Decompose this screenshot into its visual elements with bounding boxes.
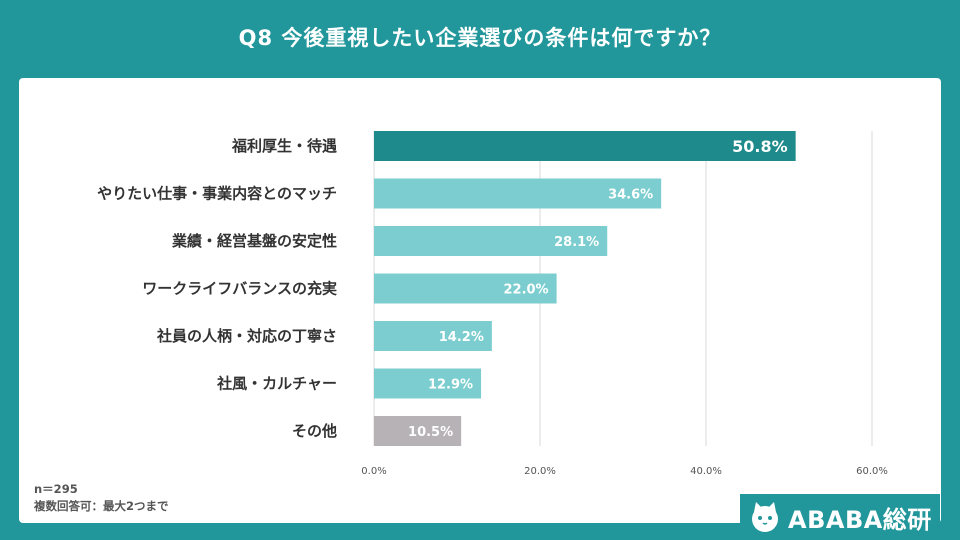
value-label: 22.0% — [503, 283, 548, 298]
bar-chart: 0.0% 20.0% 40.0% 60.0% 福利厚生・待遇 50.8% やりたい仕事・事業… — [97, 131, 888, 477]
bar — [374, 416, 462, 446]
category-label: 社風・カルチャー — [216, 375, 337, 393]
bar — [374, 321, 492, 351]
bar — [374, 368, 482, 399]
value-label: 50.8% — [732, 137, 788, 156]
brand-logo: ABABA総研 — [740, 494, 940, 540]
chart-panel: 0.0% 20.0% 40.0% 60.0% 福利厚生・待遇 50.8% やりたい仕事・事業… — [19, 78, 941, 523]
cat-face-icon — [752, 502, 778, 532]
value-label: 34.6% — [608, 188, 653, 203]
sample-size-note: n＝295 — [34, 482, 78, 496]
bar — [374, 178, 662, 209]
value-label: 28.1% — [554, 235, 599, 250]
value-label: 10.5% — [408, 425, 453, 440]
bar — [374, 226, 608, 256]
value-label: 14.2% — [439, 330, 484, 345]
category-label: やりたい仕事・事業内容とのマッチ — [97, 185, 337, 203]
bar — [374, 131, 796, 161]
x-tick-label: 0.0% — [361, 466, 386, 477]
x-tick-label: 60.0% — [856, 466, 888, 477]
value-label: 12.9% — [428, 378, 473, 393]
category-label: 福利厚生・待遇 — [231, 137, 337, 155]
chart-title: Q8 今後重視したい企業選びの条件は何ですか？ — [238, 26, 722, 50]
x-tick-label: 40.0% — [690, 466, 722, 477]
category-label: ワークライフバランスの充実 — [142, 280, 337, 298]
category-label: 社員の人柄・対応の丁寧さ — [156, 327, 337, 345]
category-label: 業績・経営基盤の安定性 — [171, 232, 337, 250]
multiple-answer-note: 複数回答可：最大2つまで — [34, 499, 169, 513]
bar — [374, 273, 557, 304]
category-label: その他 — [292, 422, 337, 440]
x-tick-label: 20.0% — [524, 466, 556, 477]
brand-name: ABABA総研 — [788, 505, 932, 534]
